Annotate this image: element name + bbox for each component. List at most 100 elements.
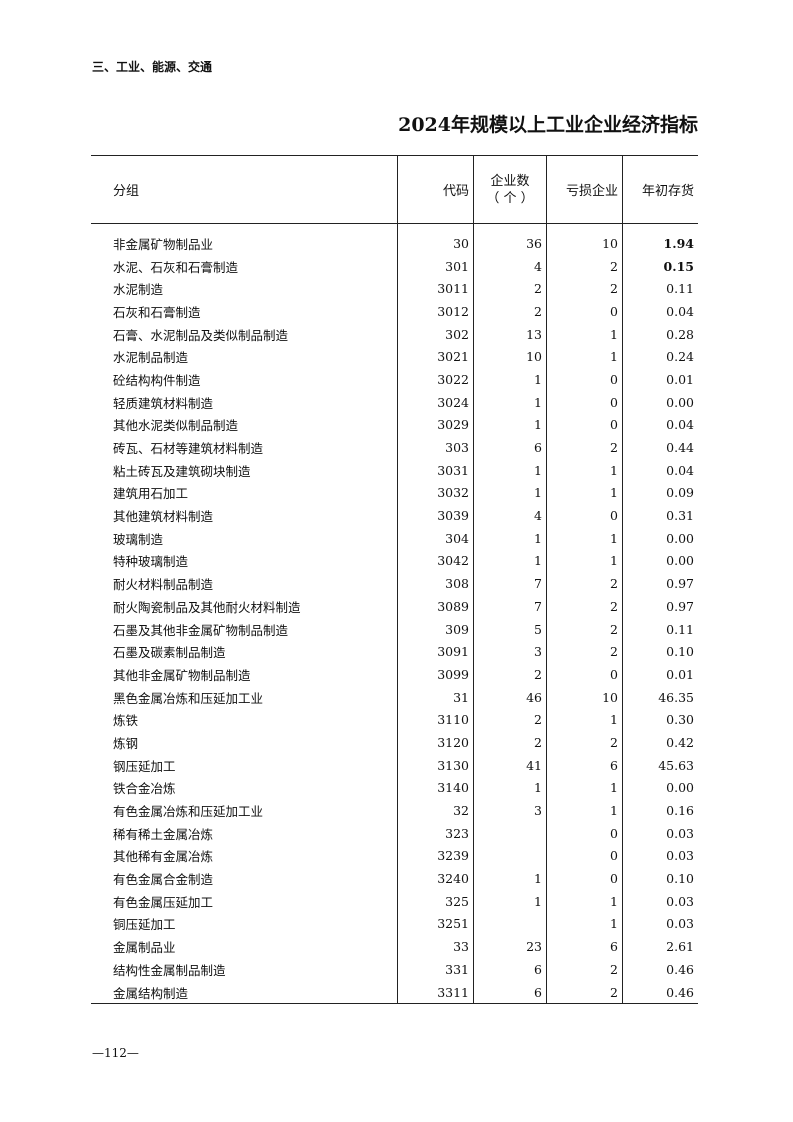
cell-firms: 6 [473, 436, 547, 459]
cell-code: 309 [397, 617, 474, 641]
cell-firms [473, 844, 547, 868]
cell-name: 轻质建筑材料制造 [113, 395, 214, 411]
cell-inventory: 0.09 [622, 481, 698, 505]
cell-loss: 0 [546, 300, 623, 323]
cell-name: 粘土砖瓦及建筑砌块制造 [113, 463, 251, 479]
cell-name: 稀有稀土金属冶炼 [113, 826, 214, 842]
cell-firms: 1 [473, 368, 547, 391]
cell-inventory: 1.94 [622, 223, 698, 255]
cell-name: 黑色金属冶炼和压延加工业 [113, 690, 264, 706]
cell-code: 3091 [397, 640, 474, 664]
cell-name: 铜压延加工 [113, 917, 176, 933]
cell-name: 砼结构构件制造 [113, 372, 201, 388]
cell-code: 3311 [397, 980, 474, 1004]
cell-name: 建筑用石加工 [113, 486, 189, 502]
header-code: 代码 [397, 155, 474, 224]
table-row: 砖瓦、石材等建筑材料制造 303 6 2 0.44 [91, 436, 698, 459]
cell-firms: 23 [473, 935, 547, 958]
cell-firms: 1 [473, 526, 547, 550]
cell-code: 3032 [397, 481, 474, 505]
cell-inventory: 45.63 [622, 753, 698, 777]
cell-firms: 2 [473, 663, 547, 686]
cell-name: 玻璃制造 [113, 531, 164, 547]
cell-inventory: 0.28 [622, 322, 698, 346]
table-row: 玻璃制造 304 1 1 0.00 [91, 526, 698, 550]
cell-inventory: 0.30 [622, 708, 698, 732]
cell-code: 3120 [397, 731, 474, 754]
cell-code: 30 [397, 223, 474, 255]
cell-firms: 2 [473, 300, 547, 323]
table-row: 有色金属压延加工 325 1 1 0.03 [91, 889, 698, 913]
table-row: 结构性金属制品制造 331 6 2 0.46 [91, 958, 698, 981]
cell-inventory: 0.16 [622, 799, 698, 822]
table-body: 非金属矿物制品业 30 36 10 1.94 水泥、石灰和石膏制造 301 4 2 0.15 水泥制… [91, 223, 698, 1004]
table-row: 粘土砖瓦及建筑砌块制造 3031 1 1 0.04 [91, 458, 698, 482]
cell-name: 结构性金属制品制造 [113, 962, 226, 978]
cell-inventory: 0.01 [622, 663, 698, 686]
cell-name: 特种玻璃制造 [113, 554, 189, 570]
cell-firms: 7 [473, 595, 547, 618]
cell-name: 石墨及其他非金属矿物制品制造 [113, 622, 289, 638]
cell-inventory: 0.04 [622, 413, 698, 437]
cell-name: 铁合金冶炼 [113, 781, 176, 797]
cell-firms: 1 [473, 549, 547, 573]
cell-firms: 2 [473, 731, 547, 754]
cell-name: 有色金属合金制造 [113, 872, 214, 888]
cell-loss: 2 [546, 980, 623, 1004]
header-firms: 企业数（ 个 ） [473, 155, 547, 224]
cell-loss: 2 [546, 640, 623, 664]
cell-code: 3140 [397, 776, 474, 800]
cell-name: 炼铁 [113, 713, 139, 729]
cell-loss: 0 [546, 390, 623, 414]
cell-inventory: 0.10 [622, 640, 698, 664]
cell-firms: 1 [473, 413, 547, 437]
cell-loss: 2 [546, 436, 623, 459]
table-row: 水泥制品制造 3021 10 1 0.24 [91, 345, 698, 369]
cell-code: 3240 [397, 867, 474, 890]
cell-name: 其他稀有金属冶炼 [113, 849, 214, 865]
cell-inventory: 0.00 [622, 390, 698, 414]
cell-loss: 6 [546, 935, 623, 958]
cell-name: 钢压延加工 [113, 758, 176, 774]
cell-inventory: 0.00 [622, 776, 698, 800]
cell-inventory: 0.00 [622, 549, 698, 573]
cell-loss: 1 [546, 912, 623, 936]
cell-code: 308 [397, 572, 474, 595]
table-row: 耐火陶瓷制品及其他耐火材料制造 3089 7 2 0.97 [91, 595, 698, 618]
cell-code: 3042 [397, 549, 474, 573]
cell-firms: 13 [473, 322, 547, 346]
cell-inventory: 0.15 [622, 254, 698, 278]
cell-loss: 1 [546, 526, 623, 550]
cell-firms: 4 [473, 254, 547, 278]
cell-name: 金属制品业 [113, 940, 176, 956]
cell-inventory: 0.46 [622, 980, 698, 1004]
cell-name: 水泥制造 [113, 282, 164, 298]
cell-code: 302 [397, 322, 474, 346]
table-row: 铁合金冶炼 3140 1 1 0.00 [91, 776, 698, 800]
cell-firms: 46 [473, 685, 547, 709]
cell-inventory: 0.10 [622, 867, 698, 890]
cell-code: 3130 [397, 753, 474, 777]
cell-loss: 1 [546, 549, 623, 573]
cell-loss: 0 [546, 844, 623, 868]
cell-code: 323 [397, 821, 474, 845]
cell-code: 31 [397, 685, 474, 709]
cell-code: 3024 [397, 390, 474, 414]
cell-firms: 3 [473, 640, 547, 664]
cell-name: 水泥、石灰和石膏制造 [113, 259, 239, 275]
cell-loss: 10 [546, 685, 623, 709]
cell-inventory: 0.04 [622, 458, 698, 482]
cell-loss: 1 [546, 322, 623, 346]
cell-loss: 0 [546, 413, 623, 437]
table-row: 耐火材料制品制造 308 7 2 0.97 [91, 572, 698, 595]
cell-firms: 6 [473, 980, 547, 1004]
cell-inventory: 0.31 [622, 504, 698, 527]
cell-loss: 1 [546, 458, 623, 482]
cell-firms: 41 [473, 753, 547, 777]
cell-loss: 2 [546, 617, 623, 641]
cell-inventory: 0.97 [622, 572, 698, 595]
cell-firms: 1 [473, 889, 547, 913]
table-row: 铜压延加工 3251 1 0.03 [91, 912, 698, 936]
cell-inventory: 0.03 [622, 821, 698, 845]
cell-loss: 2 [546, 731, 623, 754]
